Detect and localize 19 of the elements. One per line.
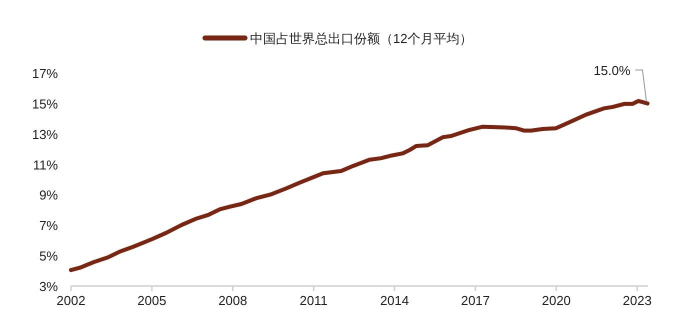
y-tick-label: 9% [39,188,58,203]
x-tick-label: 2011 [300,293,328,308]
x-tick-label: 2008 [218,293,248,308]
y-tick-label: 17% [32,66,58,81]
y-tick-label: 11% [32,157,58,172]
x-tick-label: 2017 [460,293,490,308]
x-tick-label: 2014 [380,293,410,308]
line-series [69,98,650,272]
y-tick-label: 5% [39,248,58,264]
x-tick-label: 2020 [542,293,571,308]
x-tick-label: 2005 [137,293,166,308]
y-tick-label: 13% [32,126,58,142]
x-tick-label: 2002 [56,293,86,308]
x-tick-label: 2023 [622,293,652,308]
annotation: 15.0% [594,63,631,78]
y-tick-label: 15% [32,96,58,112]
legend-label: 中国占世界总出口份额（12个月平均） [250,31,472,46]
y-tick-label: 7% [39,218,58,234]
y-tick-label: 3% [39,279,58,294]
